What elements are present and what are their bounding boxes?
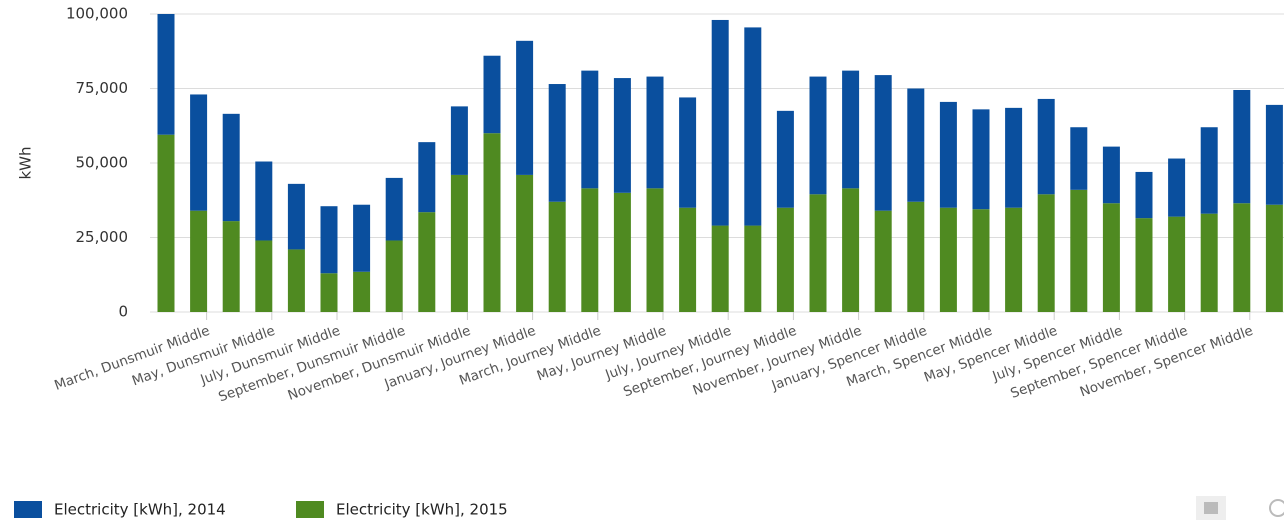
bar-segment	[809, 194, 827, 312]
bar-segment	[548, 84, 566, 202]
toolbar	[1196, 496, 1284, 520]
bar-segment	[483, 133, 501, 312]
bar-segment	[548, 201, 566, 312]
bar-segment	[907, 88, 925, 202]
bar-segment	[1102, 146, 1120, 204]
bar-segment	[1135, 171, 1153, 219]
bar-segment	[679, 207, 697, 312]
bar-segment	[874, 75, 892, 211]
bar-segment	[1135, 218, 1153, 312]
bar-segment	[157, 14, 175, 135]
bar-segment	[646, 188, 664, 312]
bar-segment	[1200, 127, 1218, 214]
bar-segment	[711, 19, 729, 226]
legend-swatch	[14, 501, 42, 518]
bar-segment	[287, 183, 305, 250]
bar-segment	[320, 206, 338, 274]
bar-segment	[613, 192, 631, 312]
bar-segment	[1233, 89, 1251, 204]
y-tick-label: 75,000	[76, 79, 129, 97]
bar-segment	[1037, 194, 1055, 312]
bar-segment	[1168, 158, 1186, 217]
bar-segment	[939, 207, 957, 312]
bar-segment	[581, 188, 599, 312]
building-icon	[1204, 502, 1218, 514]
y-tick-label: 0	[118, 303, 128, 321]
bar-segment	[483, 55, 501, 134]
bar-segment	[842, 70, 860, 189]
bar-segment	[1037, 98, 1055, 195]
bar-segment	[776, 110, 794, 208]
bar-segment	[255, 161, 273, 241]
bar-segment	[1265, 204, 1283, 312]
legend-label: Electricity [kWh], 2014	[54, 501, 226, 519]
bar-segment	[1070, 189, 1088, 312]
bar-segment	[744, 27, 762, 226]
bar-segment	[1265, 104, 1283, 205]
bar-segment	[972, 109, 990, 210]
y-tick-label: 50,000	[76, 154, 129, 172]
bar-segment	[679, 97, 697, 208]
bar-segment	[1233, 203, 1251, 312]
bar-segment	[353, 204, 371, 272]
bar-segment	[353, 271, 371, 312]
bar-segment	[1070, 127, 1088, 190]
y-tick-label: 25,000	[76, 228, 129, 246]
bar-segment	[1005, 207, 1023, 312]
bar-segment	[287, 249, 305, 312]
bar-segment	[613, 78, 631, 193]
bar-segment	[972, 209, 990, 312]
bar-segment	[581, 70, 599, 189]
y-axis-label: kWh	[17, 146, 35, 179]
bar-segment	[1005, 107, 1023, 208]
bar-segment	[809, 76, 827, 195]
bar-segment	[1102, 203, 1120, 312]
bar-segment	[874, 210, 892, 312]
legend-swatch	[296, 501, 324, 518]
bar-segment	[907, 201, 925, 312]
bar-segment	[450, 106, 468, 175]
y-tick-label: 100,000	[66, 5, 128, 23]
bar-segment	[450, 174, 468, 312]
bar-segment	[939, 101, 957, 208]
bar-segment	[320, 273, 338, 312]
bar-segment	[1200, 213, 1218, 312]
bar-segment	[190, 94, 208, 211]
bar-segment	[646, 76, 664, 189]
bar-segment	[842, 188, 860, 312]
bar-segment	[190, 210, 208, 312]
bar-segment	[222, 113, 240, 222]
bar-segment	[222, 221, 240, 312]
bar-segment	[516, 40, 534, 175]
bar-segment	[385, 240, 403, 312]
bar-segment	[516, 174, 534, 312]
bar-segment	[418, 212, 436, 312]
bar-segment	[157, 134, 175, 312]
bar-segment	[776, 207, 794, 312]
bar-segment	[385, 177, 403, 241]
bar-segment	[255, 240, 273, 312]
legend-label: Electricity [kWh], 2015	[336, 501, 508, 519]
bar-segment	[1168, 216, 1186, 312]
history-button[interactable]	[1269, 499, 1284, 517]
bar-segment	[744, 225, 762, 312]
bar-segment	[418, 142, 436, 213]
bar-segment	[711, 225, 729, 312]
